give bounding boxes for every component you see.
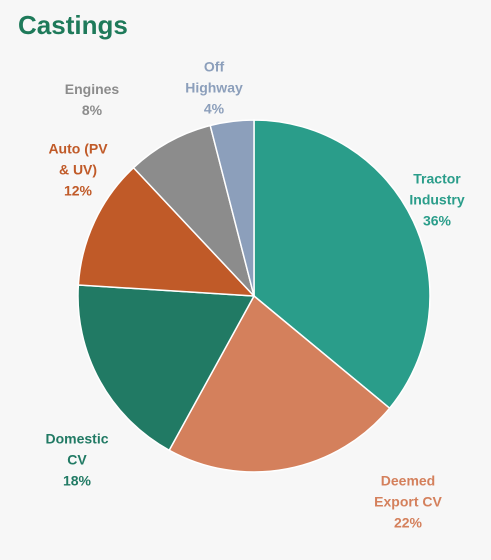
slice-category-label: Auto (PV & UV)	[48, 140, 108, 178]
slice-value-label: 12%	[63, 182, 93, 199]
slice-label: Tractor Industry 36%	[402, 169, 472, 232]
slice-value-label: 22%	[393, 514, 423, 531]
slice-label: Deemed Export CV 22%	[373, 471, 443, 534]
slice-category-label: Deemed Export CV	[374, 472, 442, 510]
pie-slice	[77, 166, 256, 297]
pie-slice	[209, 119, 255, 297]
pie-slice	[132, 124, 255, 297]
slice-label: Engines 8%	[57, 79, 127, 121]
slice-category-label: Tractor Industry	[409, 170, 465, 208]
pie-slice	[168, 294, 391, 473]
slice-value-label: 4%	[203, 100, 225, 117]
pie-slice	[253, 119, 431, 410]
slice-label: Domestic CV 18%	[42, 429, 112, 492]
chart-title: Castings	[18, 10, 128, 40]
slice-category-label: Domestic CV	[45, 430, 109, 468]
slice-value-label: 36%	[422, 212, 452, 229]
pie-slice	[77, 284, 256, 452]
slice-category-label: Off Highway	[185, 58, 243, 96]
slice-value-label: 18%	[62, 472, 92, 489]
slice-category-label: Engines	[64, 81, 120, 97]
slice-label: Off Highway 4%	[179, 57, 249, 120]
slice-label: Auto (PV & UV) 12%	[43, 139, 113, 202]
slice-value-label: 8%	[81, 102, 103, 118]
